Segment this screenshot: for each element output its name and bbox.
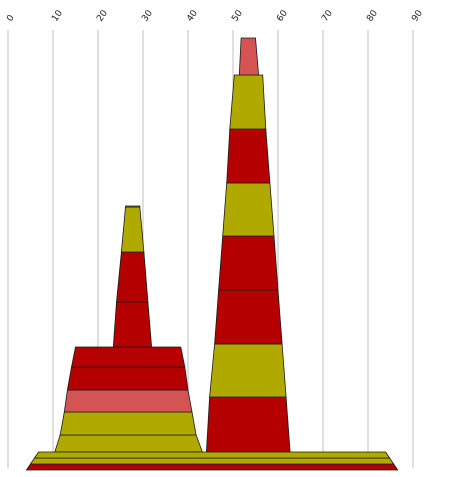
right-cone-segment xyxy=(229,74,267,130)
x-tick-label: 90 xyxy=(410,8,425,23)
left-cone-segment xyxy=(120,206,145,253)
x-tick-label: 10 xyxy=(50,8,65,23)
left-cone-segment xyxy=(125,205,141,208)
base-bands-segment xyxy=(25,463,399,471)
x-axis-ticks: 0 10 20 30 40 50 60 70 80 90 xyxy=(5,8,425,23)
stack-base-bands xyxy=(25,451,399,471)
x-tick-label: 80 xyxy=(365,8,380,23)
x-tick-label: 60 xyxy=(275,8,290,23)
x-tick-label: 0 xyxy=(5,13,17,24)
right-cone-segment xyxy=(209,343,287,398)
x-tick-label: 70 xyxy=(320,8,335,23)
stack-right-cone xyxy=(205,37,291,453)
right-cone-segment xyxy=(214,289,283,345)
x-tick-label: 20 xyxy=(95,8,110,23)
left-cone-segment xyxy=(116,251,149,303)
left-cone-segment xyxy=(66,366,189,391)
left-cone-segment xyxy=(71,346,186,368)
left-cone-segment xyxy=(59,411,197,436)
right-cone-segment xyxy=(226,128,271,184)
x-tick-label: 40 xyxy=(185,8,200,23)
stack-left-cone xyxy=(54,205,203,453)
right-cone-segment xyxy=(238,37,260,76)
base-bands-segment xyxy=(33,451,391,459)
base-bands-segment xyxy=(29,457,395,465)
right-cone-segment xyxy=(222,182,275,237)
x-tick-label: 50 xyxy=(230,8,245,23)
left-cone-segment xyxy=(112,301,153,348)
right-cone-segment xyxy=(218,235,279,291)
left-cone-segment xyxy=(54,434,203,453)
x-tick-label: 30 xyxy=(140,8,155,23)
left-cone-segment xyxy=(63,389,193,413)
right-cone-segment xyxy=(205,396,291,453)
chart-marks xyxy=(25,37,399,471)
